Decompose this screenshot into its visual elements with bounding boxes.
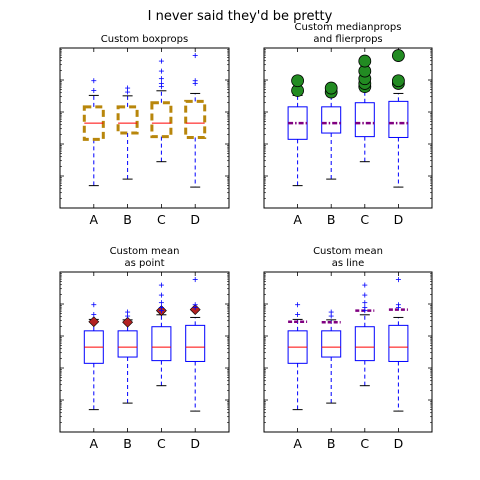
- subplot-title: Custom medianprops and flierprops: [295, 22, 402, 45]
- x-tick-label: C: [157, 212, 166, 227]
- flier-point: [158, 292, 164, 298]
- x-tick-label: A: [293, 212, 302, 227]
- flier-point: [295, 311, 301, 317]
- x-tick-label: C: [157, 436, 166, 451]
- x-tick-label: C: [360, 212, 369, 227]
- subplot-title-line: Custom boxprops: [101, 34, 188, 45]
- subplot-title-line: as point: [124, 258, 164, 269]
- box-body: [388, 324, 409, 362]
- x-tick-label: D: [190, 436, 200, 451]
- mean-marker: [88, 316, 100, 328]
- box-B: B: [321, 272, 342, 451]
- subplot-title-line: Custom mean: [313, 246, 383, 257]
- box-A: A: [83, 272, 104, 451]
- subplot-title-line: Custom medianprops: [295, 22, 402, 33]
- box-body: [354, 102, 375, 138]
- box-C: C: [150, 48, 173, 227]
- subplot-title: Custom boxprops: [101, 34, 188, 45]
- flier-point: [192, 302, 198, 308]
- flier-point: [362, 282, 368, 288]
- box-D: D: [388, 48, 409, 227]
- flier-point: [158, 282, 164, 288]
- axes-frame: [59, 47, 230, 209]
- flier-point: [358, 54, 372, 68]
- box-B: B: [321, 48, 342, 227]
- box-body: [117, 330, 138, 358]
- flier-point: [158, 76, 164, 82]
- flier-point: [395, 302, 401, 308]
- x-tick-label: D: [190, 212, 200, 227]
- subplot-title: Custom mean as line: [313, 246, 383, 269]
- box-body: [150, 101, 173, 139]
- box-body: [185, 324, 206, 362]
- flier-point: [328, 309, 334, 315]
- box-B: B: [117, 272, 138, 451]
- flier-point: [192, 53, 198, 59]
- subplot-2: Custom medianprops and flierprops A B C D: [263, 22, 433, 227]
- subplot-title-line: Custom mean: [110, 246, 180, 257]
- subplot-1: Custom boxprops A B C D: [59, 34, 230, 227]
- flier-point: [192, 78, 198, 84]
- box-C: C: [354, 272, 375, 451]
- x-tick-label: B: [123, 212, 132, 227]
- x-tick-label: D: [394, 436, 404, 451]
- mean-marker: [122, 316, 134, 328]
- x-tick-label: A: [90, 436, 99, 451]
- subplot-title-line: as line: [332, 258, 365, 269]
- axes-frame: [263, 271, 433, 433]
- x-tick-label: C: [360, 436, 369, 451]
- flier-point: [192, 277, 198, 283]
- flier-point: [158, 58, 164, 64]
- subplot-title-line: and flierprops: [313, 34, 382, 45]
- flier-point: [324, 81, 338, 95]
- axes-frame: [59, 271, 230, 433]
- box-A: A: [287, 48, 308, 227]
- flier-point: [391, 74, 405, 88]
- flier-point: [362, 304, 368, 310]
- x-tick-label: B: [123, 436, 132, 451]
- flier-point: [158, 68, 164, 74]
- box-A: A: [287, 272, 308, 451]
- x-tick-label: A: [293, 436, 302, 451]
- figure-title: I never said they'd be pretty: [148, 9, 333, 24]
- flier-point: [125, 309, 131, 315]
- flier-point: [125, 85, 131, 91]
- box-body: [151, 326, 172, 362]
- box-A: A: [82, 48, 105, 227]
- flier-point: [158, 300, 164, 306]
- flier-point: [158, 80, 164, 86]
- flier-point: [395, 277, 401, 283]
- box-body: [321, 106, 342, 134]
- box-C: C: [151, 272, 172, 451]
- box-body: [354, 326, 375, 362]
- flier-point: [362, 300, 368, 306]
- x-tick-label: B: [327, 436, 336, 451]
- subplot-4: Custom mean as line A B C D: [263, 246, 433, 451]
- flier-point: [391, 49, 405, 62]
- box-body: [184, 99, 207, 139]
- axes-frame: [263, 47, 433, 209]
- flier-point: [91, 302, 97, 308]
- flier-point: [91, 311, 97, 317]
- x-tick-label: D: [394, 212, 404, 227]
- flier-point: [158, 304, 164, 310]
- flier-point: [295, 302, 301, 308]
- box-body: [388, 100, 409, 138]
- box-D: D: [184, 48, 207, 227]
- flier-point: [291, 74, 305, 88]
- box-body: [116, 105, 139, 135]
- box-D: D: [388, 272, 409, 451]
- box-body: [321, 330, 342, 358]
- flier-point: [91, 87, 97, 93]
- flier-point: [91, 78, 97, 84]
- subplot-3: Custom mean as point A B C D: [59, 246, 230, 451]
- box-B: B: [116, 48, 139, 227]
- flier-point: [362, 292, 368, 298]
- box-C: C: [354, 48, 375, 227]
- x-tick-label: A: [90, 212, 99, 227]
- box-D: D: [185, 272, 206, 451]
- subplot-title: Custom mean as point: [110, 246, 180, 269]
- x-tick-label: B: [327, 212, 336, 227]
